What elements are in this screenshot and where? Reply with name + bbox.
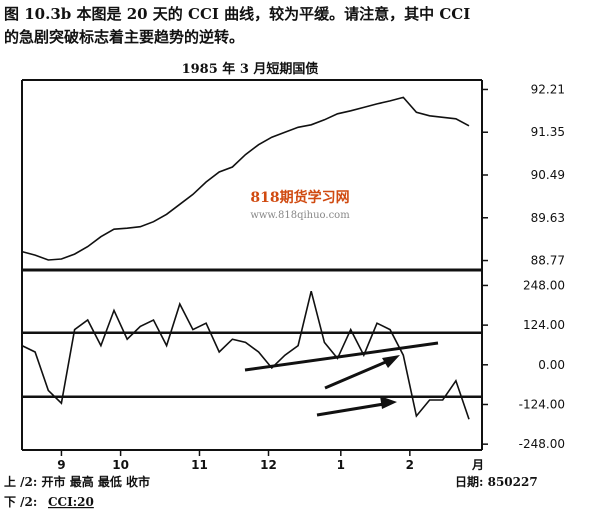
x-tick-label: 10: [112, 458, 129, 472]
y-tick-label: 89.63: [531, 211, 565, 225]
x-tick-label: 1: [337, 458, 345, 472]
footer-date: 日期: 850227: [455, 474, 538, 489]
trend-line: [244, 341, 439, 372]
y-tick-label: 0.00: [538, 358, 565, 372]
chart-title: 1985 年 3 月短期国债: [182, 61, 319, 77]
x-axis-label: 月: [471, 458, 484, 472]
arrow: [324, 356, 396, 390]
y-tick-label: -248.00: [519, 437, 565, 451]
arrow-head: [380, 396, 397, 409]
footer-upper: 上 /2: 开市 最高 最低 收市: [4, 474, 150, 489]
y-tick-label: -124.00: [519, 397, 565, 411]
watermark-url: www.818qihuo.com: [250, 210, 350, 221]
y-tick-label: 88.77: [531, 254, 565, 268]
y-tick-label: 248.00: [523, 278, 565, 292]
y-tick-label: 91.35: [531, 125, 565, 139]
x-tick-label: 11: [191, 458, 208, 472]
y-tick-label: 92.21: [531, 82, 565, 96]
watermark: 818期货学习网: [250, 189, 349, 206]
x-tick-label: 2: [406, 458, 414, 472]
data-line: [21, 291, 470, 420]
footer-lower: 下 /2:: [4, 495, 37, 509]
caption: 图 10.3b 本图是 20 天的 CCI 曲线，较为平缓。请注意，其中 CCI: [4, 5, 470, 23]
x-tick-label: 12: [260, 458, 277, 472]
y-tick-label: 90.49: [531, 168, 565, 182]
x-tick-label: 9: [57, 458, 65, 472]
arrow-head: [382, 355, 400, 368]
y-tick-label: 124.00: [523, 318, 565, 332]
caption: 的急剧突破标志着主要趋势的逆转。: [4, 28, 244, 46]
arrow: [316, 401, 391, 417]
footer-indicator: CCI:20: [48, 495, 94, 509]
data-line: [21, 96, 470, 261]
